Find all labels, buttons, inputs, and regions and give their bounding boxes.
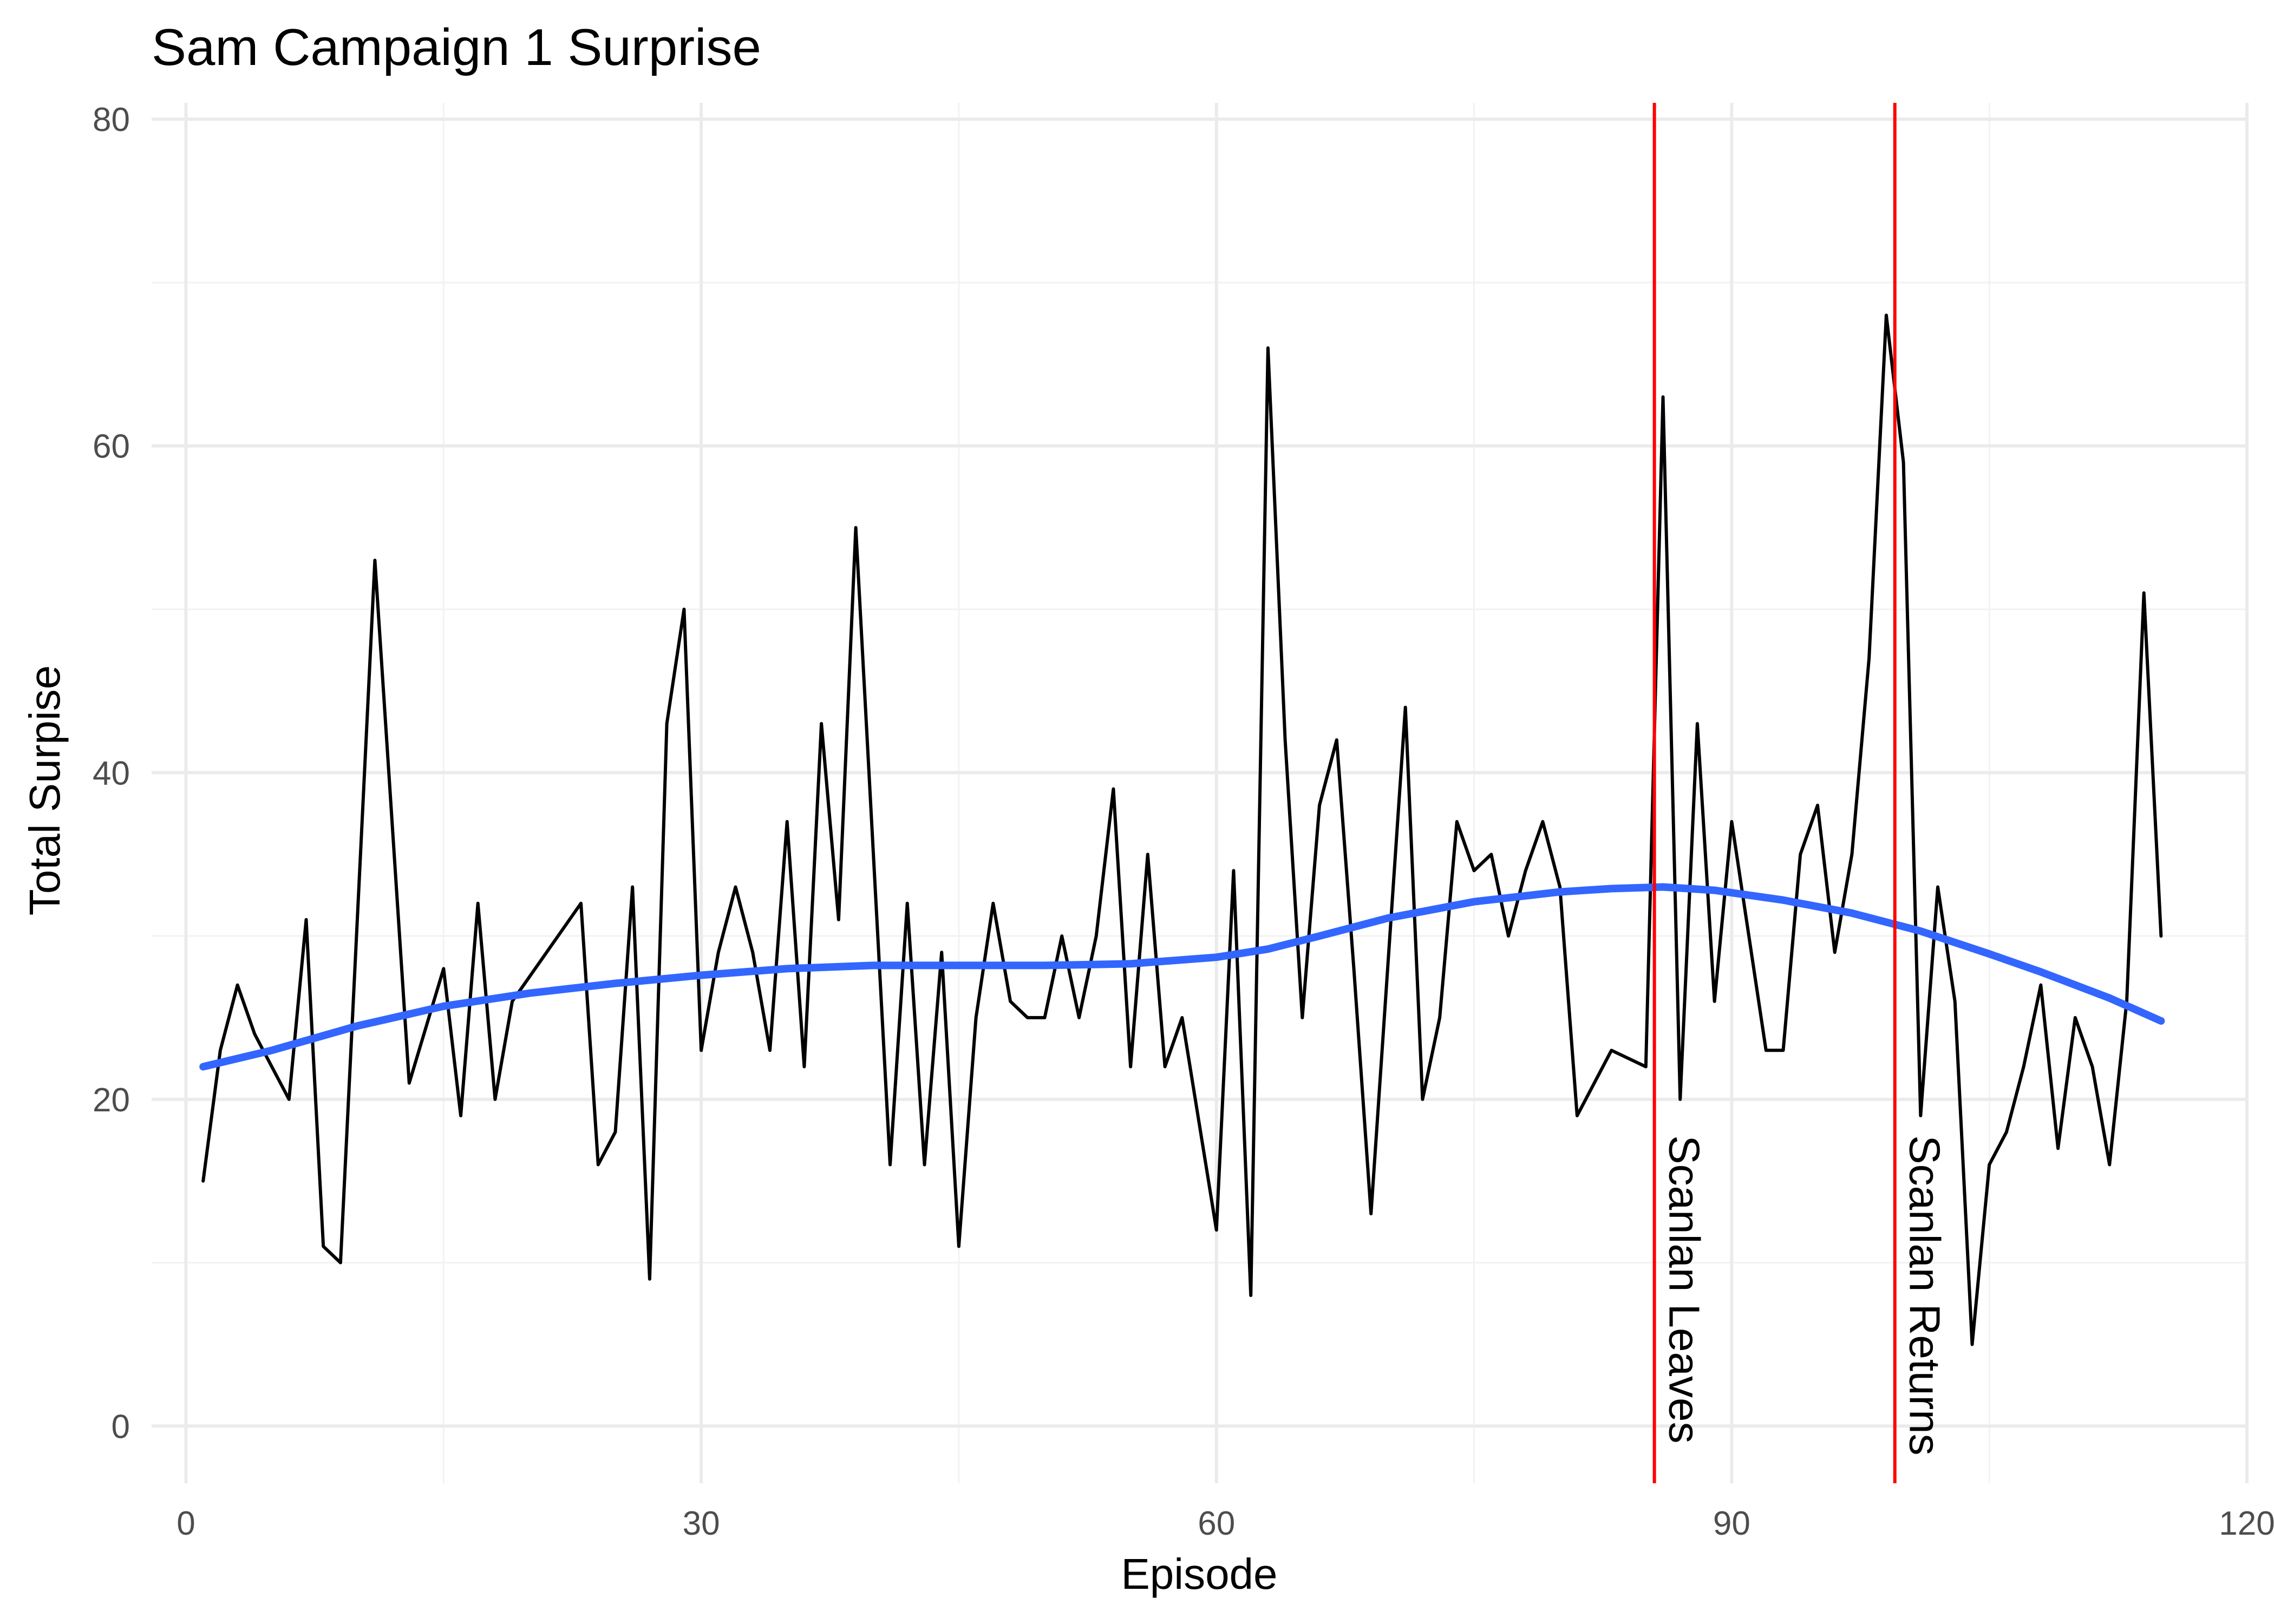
surprise-series-line bbox=[201, 313, 2163, 1346]
y-tick-labels: 0 20 40 60 80 bbox=[93, 101, 130, 1445]
y-axis-title: Total Surpise bbox=[21, 665, 69, 915]
series-layer bbox=[199, 313, 2165, 1346]
y-tick-label: 40 bbox=[93, 755, 130, 792]
grid bbox=[152, 103, 2249, 1483]
x-tick-label: 90 bbox=[1713, 1505, 1750, 1542]
event-vline-label: Scanlan Returns bbox=[1901, 1135, 1949, 1455]
y-tick-label: 20 bbox=[93, 1082, 130, 1119]
y-tick-label: 60 bbox=[93, 428, 130, 466]
x-tick-label: 60 bbox=[1198, 1505, 1235, 1542]
x-tick-label: 120 bbox=[2219, 1505, 2274, 1542]
event-vline-label: Scanlan Leaves bbox=[1661, 1135, 1709, 1443]
vline-layer: Scanlan Leaves Scanlan Returns bbox=[1652, 103, 1949, 1483]
y-tick-label: 0 bbox=[112, 1408, 130, 1445]
x-tick-label: 30 bbox=[683, 1505, 720, 1542]
x-tick-labels: 0 30 60 90 120 bbox=[177, 1505, 2274, 1542]
x-tick-label: 0 bbox=[177, 1505, 195, 1542]
y-tick-label: 80 bbox=[93, 101, 130, 139]
x-axis-title: Episode bbox=[1121, 1550, 1277, 1598]
chart-title: Sam Campaign 1 Surprise bbox=[152, 18, 761, 76]
smoothed-trend-line bbox=[199, 883, 2165, 1071]
